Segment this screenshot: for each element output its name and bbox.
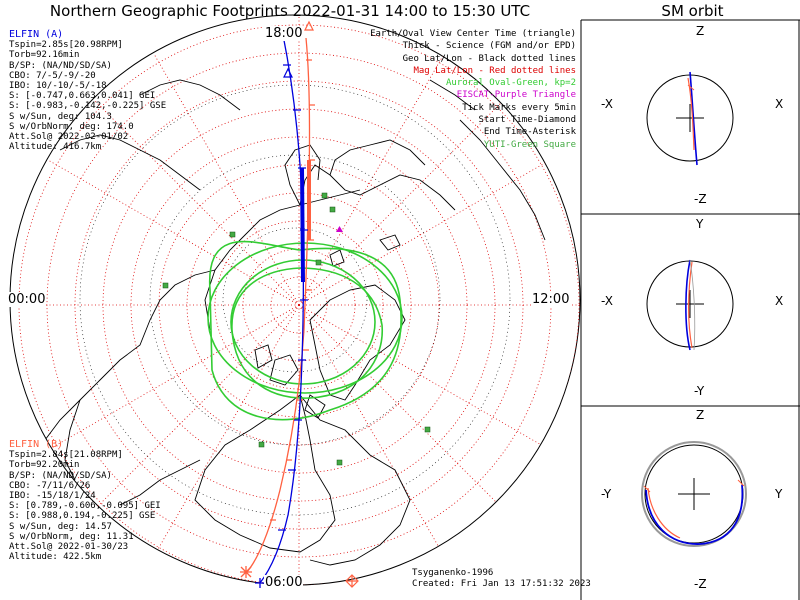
elfin-b-end-asterisk (240, 566, 252, 578)
elfin-b-start-diamond (345, 574, 359, 588)
elfin-b-line: Altitude: 422.5km (9, 552, 102, 563)
legend-item: Thick - Science (FGM and/or EPD) (402, 41, 576, 52)
hour-label-left: 00:00 (7, 292, 47, 307)
auroral-oval (207, 240, 403, 421)
sm-axis-label: Z (696, 24, 705, 38)
sm-axis-label: -Z (694, 192, 707, 206)
elfin-b-line: IBO: -15/18/1/24 (9, 491, 96, 502)
sm-axis-label: -X (601, 97, 613, 111)
elfin-a-line: Att.Sol@ 2022-02-01/02 (9, 132, 129, 143)
sm-panel-1 (646, 71, 734, 166)
legend-item: Start Time-Diamond (478, 115, 576, 126)
elfin-b-line: S: [0.988,0.194,-0.225] GSE (9, 511, 156, 522)
legend-item: Geo Lat/Lon - Black dotted lines (402, 53, 576, 64)
elfin-b-line: S: [0.789,-0.606,-0.095] GEI (9, 501, 161, 512)
elfin-a-line: B/SP: (NA/ND/SD/SA) (9, 60, 112, 71)
elfin-b-line: S w/OrbNorm, deg: 11.31 (9, 531, 134, 542)
elfin-b-line: B/SP: (NA/ND/SD/SA) (9, 470, 112, 481)
geo-lat-grid (79, 84, 511, 516)
eiscat-triangle (336, 226, 343, 232)
legend-item: End Time-Asterisk (483, 127, 576, 138)
legend: Earth/Oval View Center Time (triangle) T… (370, 28, 576, 151)
elfin-a-line: S w/OrbNorm, deg: 174.0 (9, 121, 134, 132)
elfin-b-line: Att.Sol@ 2022-01-30/23 (9, 542, 129, 553)
elfin-a-line: Tspin=2.85s[20.98RPM] (9, 40, 123, 51)
elfin-a-header: ELFIN (A) (9, 29, 64, 40)
elfin-b-line: Tspin=2.84s[21.08RPM] (9, 450, 123, 461)
elfin-b-header: ELFIN (B) (9, 439, 64, 450)
elfin-a-center-triangle (283, 67, 293, 78)
model-credit: Tsyganenko-1996 (412, 568, 494, 578)
elfin-a-line: IBO: 10/-10/-5/-18 (9, 81, 107, 92)
panel-frames (580, 19, 800, 600)
legend-item: EISCAT-Purple Triangle (456, 90, 576, 101)
elfin-b-line: S w/Sun, deg: 14.57 (9, 521, 112, 532)
sm-orbit-title: SM orbit (661, 2, 724, 20)
hour-label-bottom: 06:00 (264, 575, 304, 590)
elfin-a-line: CBO: 7/-5/-9/-20 (9, 70, 96, 81)
legend-item: Mag Lat/Lon - Red dotted lines (413, 65, 576, 76)
elfin-b-line: CBO: -7/11/6/26 (9, 480, 91, 491)
elfin-a-line: S: [-0.983,-0.142,-0.225] GSE (9, 101, 167, 112)
elfin-a-line: Torb=92.16min (9, 50, 80, 61)
sm-axis-label: Y (775, 487, 783, 501)
elfin-a-line: S w/Sun, deg: 104.3 (9, 111, 112, 122)
sm-axis-label: -Y (601, 487, 612, 501)
sm-panel-2 (646, 259, 734, 351)
legend-item: Tick Marks every 5min (462, 102, 576, 113)
sm-axis-label: X (775, 294, 784, 308)
page-title: Northern Geographic Footprints 2022-01-3… (49, 2, 531, 20)
sm-axis-label: Y (696, 217, 704, 231)
elfin-a-info: ELFIN (A) Tspin=2.85s[20.98RPM] Torb=92.… (9, 29, 167, 153)
elfin-a-line: Altitude: 416.7km (9, 142, 102, 153)
elfin-a-track (259, 34, 308, 584)
legend-item: Auroral Oval-Green, kp=2 (445, 78, 576, 89)
sm-axis-label: -Z (694, 577, 707, 591)
sm-axis-label: -Y (694, 384, 705, 398)
elfin-b-info: ELFIN (B) Tspin=2.84s[21.08RPM] Torb=92.… (9, 439, 161, 563)
legend-item: YUTI-Green Square (483, 139, 576, 150)
hour-label-right: 12:00 (531, 292, 571, 307)
elfin-b-track (245, 37, 315, 574)
sm-axis-label: X (775, 97, 784, 111)
created-timestamp: Created: Fri Jan 13 17:51:32 2023 (412, 579, 591, 589)
sm-axis-label: Z (696, 408, 705, 422)
sm-axis-label: -X (601, 294, 613, 308)
coastlines (44, 79, 546, 566)
station-squares (162, 192, 431, 466)
elfin-b-line: Torb=92.20min (9, 460, 80, 471)
elfin-a-end-asterisk (255, 578, 265, 588)
elfin-a-line: S: [-0.747,0.663,0.041] GEI (9, 91, 156, 102)
sm-panel-3 (641, 441, 747, 547)
elfin-b-center-triangle (304, 20, 314, 31)
legend-item: Earth/Oval View Center Time (triangle) (370, 29, 576, 39)
hour-label-top: 18:00 (264, 26, 304, 41)
